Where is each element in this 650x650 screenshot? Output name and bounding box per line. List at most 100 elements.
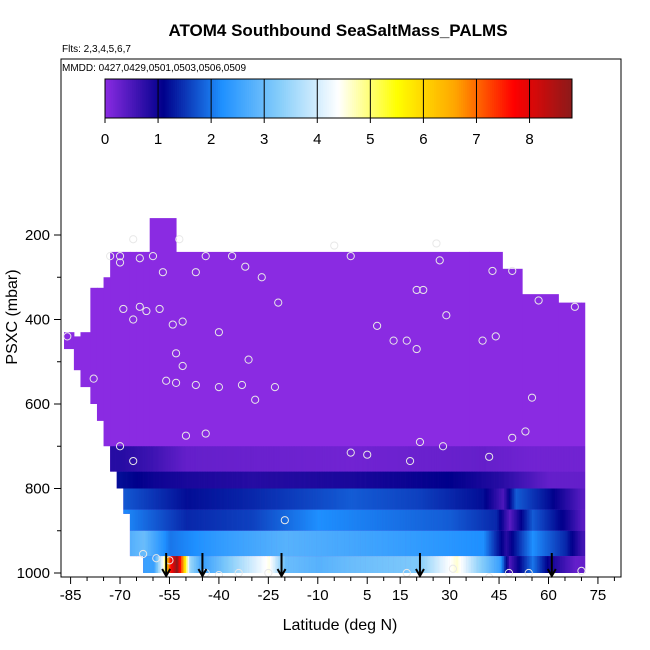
heat-cell (408, 471, 411, 489)
heat-cell (576, 530, 579, 557)
coverage-column (581, 302, 586, 573)
heat-cell (121, 471, 124, 489)
heat-cell (370, 446, 373, 472)
colorbar-cell (326, 79, 330, 118)
heat-cell (382, 556, 384, 573)
heat-cell (340, 446, 343, 472)
heat-cell (410, 556, 413, 573)
heat-cell (538, 509, 541, 531)
heat-cell (434, 446, 437, 472)
heat-cell (271, 488, 274, 510)
sample-point (438, 442, 448, 451)
heat-cell (355, 446, 358, 472)
colorbar-cell (548, 79, 551, 118)
heat-cell (385, 556, 388, 573)
colorbar-cell (212, 79, 215, 118)
heat-cell (215, 530, 218, 557)
heat-cell (232, 530, 235, 557)
sample-point (155, 304, 164, 314)
heat-cell (215, 509, 218, 531)
sample-point (244, 355, 253, 364)
x-axis-label: Latitude (deg N) (283, 617, 398, 634)
coverage-column (73, 336, 81, 371)
heat-cell (321, 471, 324, 489)
heat-cell (555, 446, 558, 472)
heat-cell (482, 488, 485, 510)
heat-cell (144, 509, 147, 531)
heat-cell (396, 530, 399, 557)
heat-cell (302, 530, 305, 557)
heat-cell (260, 530, 263, 557)
heat-cell (472, 556, 475, 573)
heat-cell (482, 446, 485, 472)
heat-cell (401, 509, 404, 531)
heat-cell (505, 446, 508, 472)
heat-cell (441, 471, 444, 489)
heat-cell (326, 530, 328, 557)
heat-cell (144, 556, 147, 573)
heat-cell (551, 488, 554, 510)
heat-cell (452, 556, 455, 573)
heat-cell (439, 556, 442, 573)
heat-cell (447, 556, 450, 573)
colorbar-cell (147, 79, 151, 118)
heat-cell (419, 530, 422, 557)
heat-cell (507, 446, 510, 472)
colorbar-cell (184, 79, 188, 118)
heat-cell (555, 488, 558, 510)
heat-cell (373, 471, 376, 489)
heat-cell (192, 556, 195, 573)
heat-cell (228, 530, 231, 557)
heat-cell (302, 471, 305, 489)
heat-cell (149, 556, 152, 573)
heat-cell (406, 509, 409, 531)
sample-point (201, 252, 210, 261)
heat-cell (182, 471, 185, 489)
heat-cell (482, 530, 485, 557)
heat-cell (286, 471, 289, 489)
heat-cell (246, 446, 249, 472)
heat-cell (286, 556, 289, 573)
sample-points (63, 235, 586, 577)
colorbar-cell (188, 79, 192, 118)
heat-cell (464, 556, 467, 573)
heat-cell (146, 488, 149, 510)
heat-cell (289, 556, 292, 573)
heat-cell (507, 471, 510, 489)
heat-cell (268, 471, 271, 489)
colorbar-cell (406, 79, 409, 118)
colorbar-cell (346, 79, 349, 118)
heat-cell (517, 530, 520, 557)
heat-cell (474, 446, 477, 472)
heat-cell (406, 556, 409, 573)
heat-cell (525, 446, 528, 472)
heat-cell (289, 488, 292, 510)
colorbar-cell (482, 79, 485, 118)
heat-cell (200, 509, 203, 531)
colorbar-cell (533, 79, 536, 118)
heat-cell (566, 530, 569, 557)
heat-cell (345, 471, 348, 489)
heat-cell (304, 446, 307, 472)
heat-cell (536, 471, 539, 489)
heat-cell (134, 509, 137, 531)
heat-cell (337, 488, 340, 510)
heat-cell (444, 488, 447, 510)
sample-point (171, 378, 181, 387)
heat-cell (477, 488, 480, 510)
heat-cell (255, 471, 258, 489)
heat-cell (434, 509, 437, 531)
heat-cell (503, 556, 506, 573)
heat-cell (410, 509, 413, 531)
heat-cell (426, 509, 429, 531)
heat-cell (276, 509, 279, 531)
colorbar-cell (451, 79, 454, 118)
colorbar-cell (459, 79, 462, 118)
heat-cell (141, 530, 144, 557)
heat-cell (495, 509, 498, 531)
heat-cell (284, 471, 287, 489)
colorbar-cell (546, 79, 550, 118)
heat-cell (232, 509, 235, 531)
heat-cell (578, 471, 581, 489)
heat-cell (405, 556, 408, 573)
